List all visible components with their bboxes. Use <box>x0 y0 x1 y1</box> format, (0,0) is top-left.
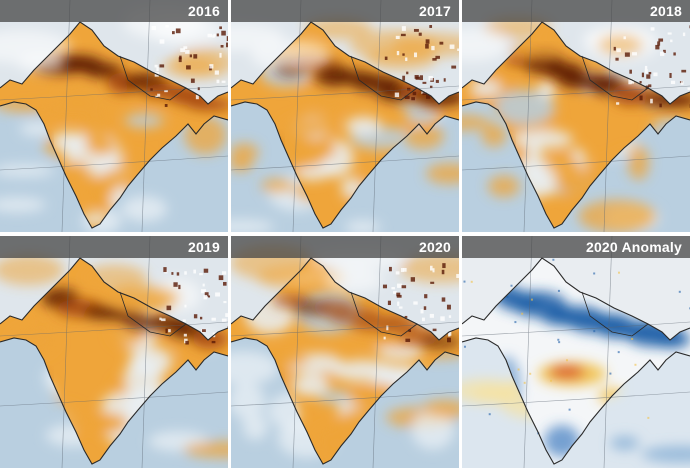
no-data-speckles <box>382 263 459 343</box>
label-bar <box>0 236 228 258</box>
panel-2019: 2019 <box>0 236 228 468</box>
panel-2017: 2017 <box>231 0 459 232</box>
aod-map-2018 <box>462 0 690 232</box>
country-border <box>462 21 690 229</box>
aod-map-2016 <box>0 0 228 232</box>
panel-title-2019: 2019 <box>188 239 220 255</box>
internal-border <box>581 291 649 337</box>
graticule <box>0 236 228 468</box>
internal-border <box>350 55 418 101</box>
label-bar <box>0 0 228 22</box>
graticule <box>0 0 228 232</box>
panel-title-2020-anomaly: 2020 Anomaly <box>585 239 682 255</box>
aod-map-2019 <box>0 236 228 468</box>
country-border <box>0 257 228 465</box>
label-bar <box>231 236 459 258</box>
graticule <box>462 236 690 468</box>
graticule <box>231 236 459 468</box>
northern-land <box>462 236 690 340</box>
country-border <box>231 257 459 465</box>
panel-2020: 2020 <box>231 236 459 468</box>
graticule <box>462 0 690 232</box>
no-data-speckles <box>159 267 228 345</box>
anomaly-map-2020 <box>462 236 690 468</box>
internal-border <box>581 55 649 101</box>
internal-border <box>119 291 187 337</box>
panel-title-2020: 2020 <box>419 239 451 255</box>
no-data-speckles <box>384 25 459 101</box>
country-border <box>231 21 459 229</box>
label-bar <box>462 0 690 22</box>
aod-map-2020 <box>231 236 459 468</box>
panel-title-2016: 2016 <box>188 3 220 19</box>
panel-2020-anomaly: 2020 Anomaly <box>462 236 690 468</box>
label-bar <box>462 236 690 258</box>
panel-2016: 2016 <box>0 0 228 232</box>
internal-border <box>350 291 418 337</box>
country-border <box>0 21 228 229</box>
graticule <box>231 0 459 232</box>
northern-land <box>231 0 459 104</box>
label-bar <box>231 0 459 22</box>
internal-border <box>119 55 187 101</box>
panel-2018: 2018 <box>462 0 690 232</box>
panel-title-2018: 2018 <box>650 3 682 19</box>
country-border <box>462 257 690 465</box>
panel-title-2017: 2017 <box>419 3 451 19</box>
aod-map-2017 <box>231 0 459 232</box>
